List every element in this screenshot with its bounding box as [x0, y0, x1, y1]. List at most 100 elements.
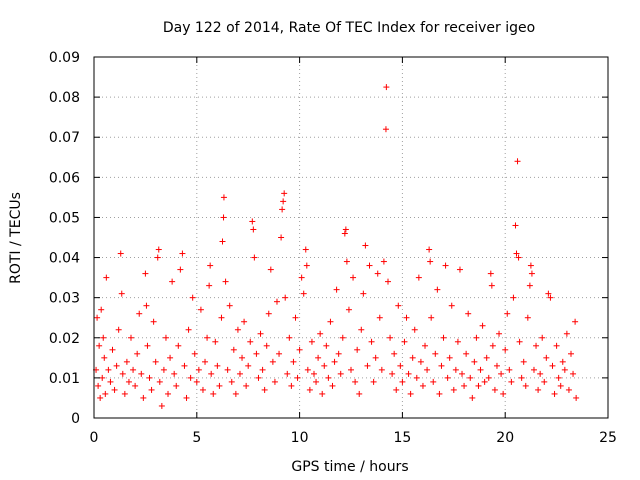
- data-point: [389, 370, 396, 377]
- data-point: [155, 246, 162, 253]
- data-point: [253, 350, 260, 357]
- data-point: [250, 226, 257, 233]
- x-tick-label: 0: [90, 430, 99, 446]
- data-point: [304, 366, 311, 373]
- data-point: [185, 326, 192, 333]
- data-point: [364, 362, 371, 369]
- data-point: [308, 338, 315, 345]
- data-point: [559, 358, 566, 365]
- data-point: [438, 362, 445, 369]
- data-point: [434, 286, 441, 293]
- data-point: [541, 378, 548, 385]
- data-point: [160, 366, 167, 373]
- data-point: [454, 338, 461, 345]
- data-point: [419, 382, 426, 389]
- data-point: [555, 374, 562, 381]
- data-point: [485, 374, 492, 381]
- data-point: [508, 378, 515, 385]
- data-point: [144, 342, 151, 349]
- data-point: [162, 334, 169, 341]
- data-point: [259, 366, 266, 373]
- y-tick-label: 0.07: [49, 130, 80, 146]
- data-point: [154, 254, 161, 261]
- data-point: [479, 322, 486, 329]
- data-point: [422, 342, 429, 349]
- data-point: [313, 378, 320, 385]
- data-point: [132, 382, 139, 389]
- data-point: [493, 362, 500, 369]
- data-point: [219, 238, 226, 245]
- data-point: [345, 306, 352, 313]
- data-point: [239, 354, 246, 361]
- data-point: [208, 370, 215, 377]
- y-tick-label: 0.09: [49, 50, 80, 66]
- data-point: [119, 370, 126, 377]
- x-tick-label: 5: [192, 430, 201, 446]
- data-point: [315, 354, 322, 361]
- data-point: [522, 382, 529, 389]
- data-point: [290, 358, 297, 365]
- data-point: [234, 326, 241, 333]
- data-point: [278, 234, 285, 241]
- data-point: [173, 382, 180, 389]
- data-point: [97, 394, 104, 401]
- data-point: [442, 262, 449, 269]
- data-point: [191, 350, 198, 357]
- data-point: [459, 370, 466, 377]
- data-point: [473, 334, 480, 341]
- x-tick-label: 20: [496, 430, 514, 446]
- data-point: [267, 266, 274, 273]
- data-point: [245, 362, 252, 369]
- data-point: [171, 370, 178, 377]
- data-point: [444, 374, 451, 381]
- data-point: [510, 294, 517, 301]
- y-tick-label: 0.05: [49, 210, 80, 226]
- data-point: [500, 390, 507, 397]
- data-point: [557, 382, 564, 389]
- data-point: [103, 274, 110, 281]
- data-point: [427, 258, 434, 265]
- data-point: [96, 342, 103, 349]
- data-point: [376, 314, 383, 321]
- data-point: [179, 250, 186, 257]
- data-point: [515, 254, 522, 261]
- data-point: [265, 310, 272, 317]
- data-point: [430, 378, 437, 385]
- data-point: [146, 374, 153, 381]
- data-point: [342, 226, 349, 233]
- data-point: [528, 270, 535, 277]
- data-point: [426, 246, 433, 253]
- data-point: [360, 290, 367, 297]
- data-point: [549, 362, 556, 369]
- data-point: [327, 318, 334, 325]
- data-point: [520, 358, 527, 365]
- data-point: [123, 358, 130, 365]
- data-point: [446, 354, 453, 361]
- data-point: [255, 374, 262, 381]
- data-point: [175, 342, 182, 349]
- data-point: [405, 370, 412, 377]
- data-point: [263, 342, 270, 349]
- data-point: [561, 366, 568, 373]
- data-point: [354, 346, 361, 353]
- data-point: [502, 346, 509, 353]
- data-point: [411, 326, 418, 333]
- data-point: [417, 358, 424, 365]
- data-point: [288, 382, 295, 389]
- data-point: [148, 386, 155, 393]
- data-point: [189, 294, 196, 301]
- data-point: [222, 278, 229, 285]
- data-point: [230, 346, 237, 353]
- data-point: [391, 350, 398, 357]
- data-point: [158, 402, 165, 409]
- data-point: [413, 374, 420, 381]
- data-point: [280, 198, 287, 205]
- data-point: [113, 362, 120, 369]
- data-point: [117, 250, 124, 257]
- data-point: [101, 354, 108, 361]
- data-point: [142, 270, 149, 277]
- data-point: [220, 194, 227, 201]
- data-point: [463, 350, 470, 357]
- x-tick-label: 15: [393, 430, 411, 446]
